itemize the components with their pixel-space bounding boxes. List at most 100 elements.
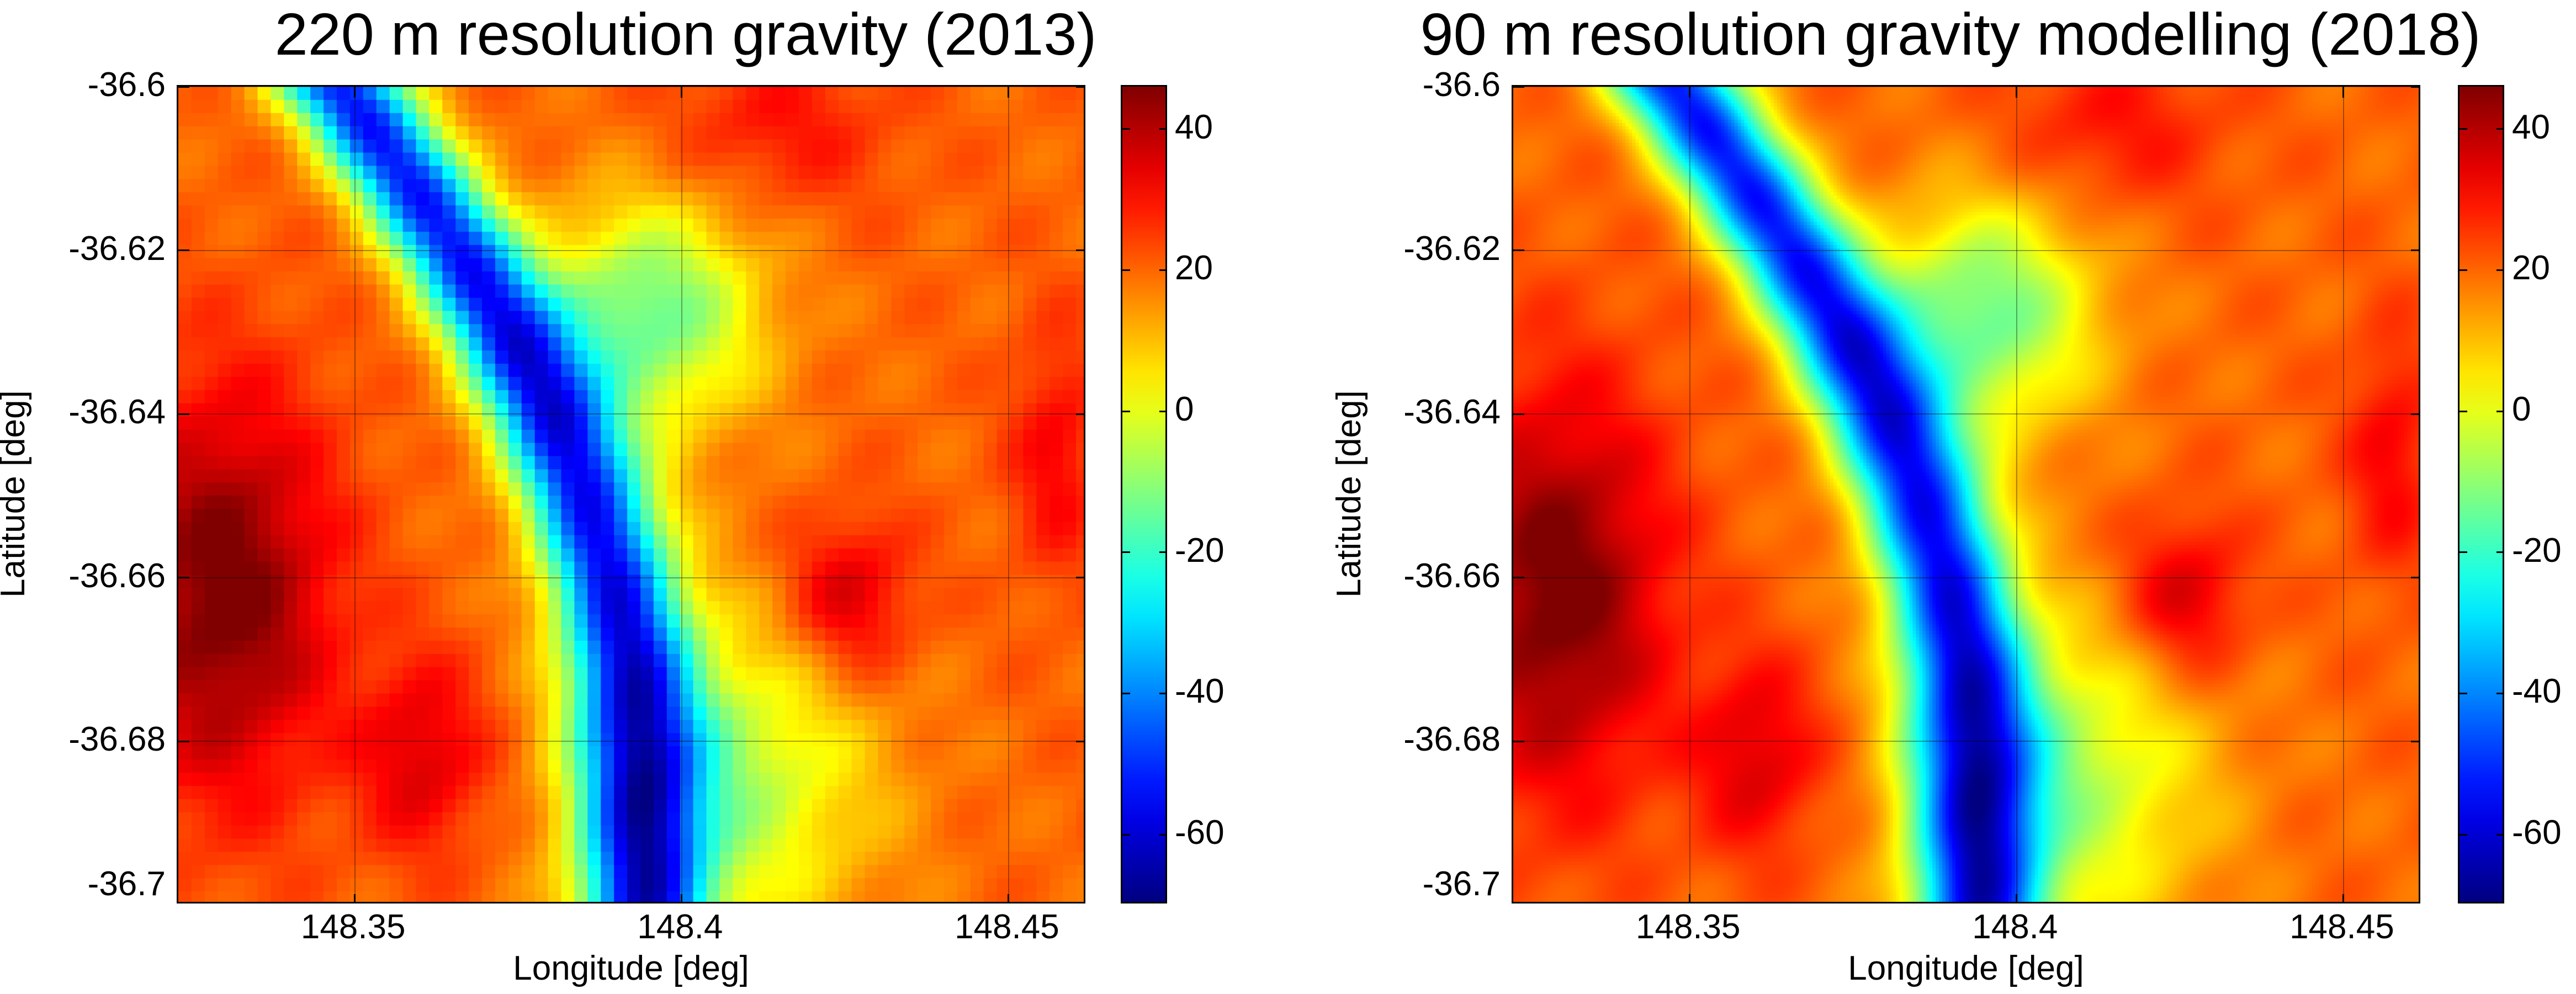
colorbar-tick-mark [1159,410,1167,412]
colorbar-tick-label: 40 [2512,108,2550,146]
colorbar-tick-mark [1122,551,1130,554]
x-tick-mark [1008,87,1010,98]
colorbar [2458,85,2504,903]
x-tick-mark [2342,87,2345,98]
y-tick-mark [178,87,189,88]
heatmap-plot-area [177,85,1085,903]
colorbar-tick-label: -60 [1175,814,1225,852]
y-tick-mark [1076,577,1084,579]
colorbar-tick-label: 20 [1175,249,1213,288]
horizontal-gridline [1513,577,2419,578]
y-tick-label: -36.68 [1403,720,1501,759]
y-tick-mark [1513,249,1524,252]
chart-title: 90 m resolution gravity modelling (2018) [1420,1,2481,67]
y-axis-label: Latitude [deg] [1330,390,1368,598]
x-tick-mark [2016,894,2018,902]
colorbar-tick-mark [1159,128,1167,130]
vertical-gridline [2016,87,2017,902]
y-tick-mark [1076,740,1084,742]
colorbar-tick-mark [2497,692,2504,694]
x-tick-mark [1689,894,1691,902]
colorbar-tick-label: -20 [1175,531,1225,570]
y-tick-mark [1513,413,1524,415]
y-tick-label: -36.62 [68,229,166,268]
vertical-gridline [681,87,682,902]
colorbar-tick-label: 40 [1175,108,1213,146]
y-tick-mark [1076,413,1084,415]
horizontal-gridline [1513,86,2420,87]
chart-title: 220 m resolution gravity (2013) [274,1,1097,67]
colorbar [1121,85,1167,903]
heatmap-plot-area [1512,85,2420,903]
y-tick-mark [178,249,189,252]
y-tick-mark [2411,249,2419,252]
vertical-gridline [354,87,356,902]
horizontal-gridline [178,577,1084,578]
x-tick-mark [681,894,683,902]
colorbar-tick-label: -20 [2512,531,2562,570]
y-tick-mark [2411,577,2419,579]
y-tick-label: -36.64 [1403,393,1501,432]
colorbar-tick-mark [1159,551,1167,554]
x-tick-label: 148.45 [955,908,1059,946]
colorbar-tick-mark [2497,551,2504,554]
colorbar-tick-mark [2497,410,2504,412]
colorbar-tick-label: 0 [2512,390,2531,429]
x-tick-label: 148.45 [2289,908,2394,946]
colorbar-tick-mark [2460,269,2467,271]
vertical-gridline [1689,87,1690,902]
horizontal-gridline [1513,741,2419,742]
y-tick-mark [1513,577,1524,579]
y-tick-label: -36.64 [68,393,166,432]
y-tick-mark [1513,87,1524,88]
y-tick-mark [178,413,189,415]
x-axis-label: Longitude [deg] [1848,949,2084,987]
colorbar-tick-mark [2460,692,2467,694]
colorbar-tick-mark [2497,128,2504,130]
y-tick-label: -36.7 [87,865,166,903]
y-tick-mark [178,740,189,742]
heatmap-image [1513,87,2419,902]
x-tick-label: 148.35 [1635,908,1741,946]
y-tick-mark [2411,740,2419,742]
colorbar-tick-label: -40 [1175,672,1225,711]
horizontal-gridline [178,249,1084,251]
x-tick-mark [2016,87,2018,98]
y-tick-mark [2411,413,2419,415]
y-tick-mark [1076,87,1084,88]
x-tick-label: 148.4 [637,908,723,946]
horizontal-gridline [178,413,1084,415]
colorbar-tick-mark [2497,269,2504,271]
colorbar-tick-mark [1122,833,1130,836]
colorbar-tick-mark [1159,833,1167,836]
colorbar-tick-mark [2460,410,2467,412]
y-tick-label: -36.6 [87,66,166,104]
y-tick-label: -36.66 [1403,556,1501,595]
y-tick-mark [1513,740,1524,742]
y-tick-label: -36.7 [1422,865,1501,903]
colorbar-tick-mark [1122,128,1130,130]
y-axis-label: Latitude [deg] [0,390,32,598]
colorbar-tick-label: 20 [2512,249,2550,288]
x-axis-label: Longitude [deg] [513,949,749,987]
vertical-gridline [2342,87,2344,902]
x-tick-label: 148.4 [1972,908,2058,946]
x-tick-label: 148.35 [300,908,406,946]
heatmap-image [178,87,1084,902]
colorbar-tick-mark [2460,833,2467,836]
chart-panel-2018: 90 m resolution gravity modelling (2018)… [1330,0,2576,994]
colorbar-tick-label: -40 [2512,672,2562,711]
y-tick-mark [2411,87,2419,88]
colorbar-tick-label: 0 [1175,390,1194,429]
y-tick-label: -36.62 [1403,229,1501,268]
colorbar-tick-mark [2460,551,2467,554]
y-tick-label: -36.66 [68,556,166,595]
x-tick-mark [2342,894,2345,902]
colorbar-tick-mark [2460,128,2467,130]
colorbar-tick-label: -60 [2512,814,2562,852]
vertical-gridline [1008,87,1009,902]
x-tick-mark [1008,894,1010,902]
horizontal-gridline [178,86,1085,87]
x-tick-mark [354,87,356,98]
y-tick-label: -36.68 [68,720,166,759]
